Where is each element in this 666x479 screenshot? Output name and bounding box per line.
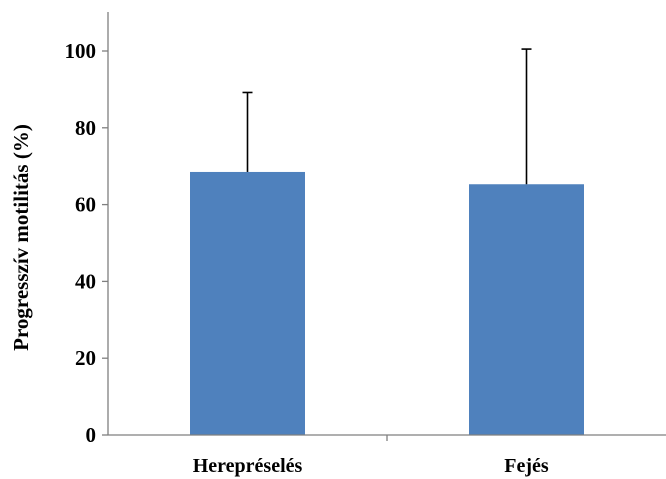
bar-1 xyxy=(190,171,305,435)
y-tick-label: 20 xyxy=(75,346,96,370)
y-tick-label: 80 xyxy=(75,116,96,140)
x-categories-layer: Herepréselés Fejés xyxy=(193,435,549,477)
y-axis-title: Progresszív motilitás (%) xyxy=(9,124,33,351)
error-bars-layer xyxy=(242,48,532,185)
y-axis-title-group: Progresszív motilitás (%) xyxy=(9,124,33,351)
bars-layer xyxy=(190,171,584,435)
y-tick-label: 100 xyxy=(65,39,97,63)
x-category-label: Fejés xyxy=(504,455,549,477)
bar-2 xyxy=(469,184,584,435)
y-tick-label: 0 xyxy=(86,423,97,447)
y-tick-label: 60 xyxy=(75,193,96,217)
y-tick-label: 40 xyxy=(75,269,96,293)
x-category-label: Herepréselés xyxy=(193,455,303,477)
y-ticks-layer: 0 20 40 60 80 100 xyxy=(65,39,108,447)
